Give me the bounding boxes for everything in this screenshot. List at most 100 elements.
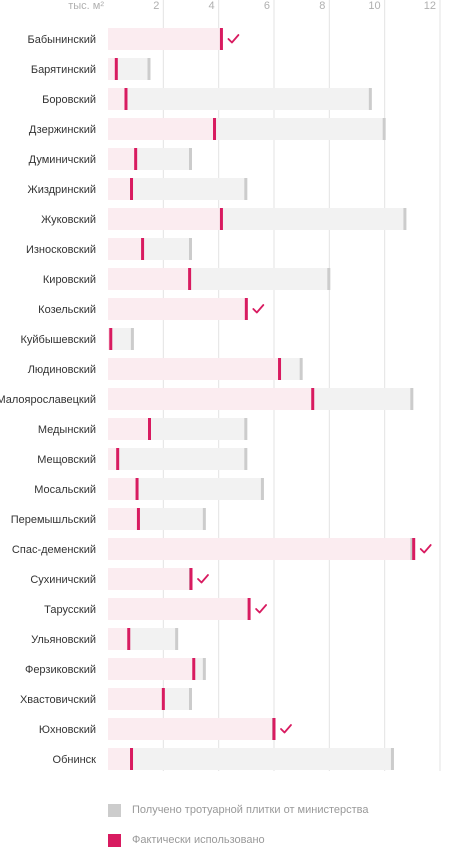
category-label: Жуковский [41, 214, 96, 226]
used-bar [108, 118, 215, 140]
received-marker [368, 88, 372, 110]
used-bar [108, 358, 280, 380]
used-bar [108, 238, 143, 260]
used-bar [108, 388, 313, 410]
received-marker [327, 268, 331, 290]
legend-label-used: Фактически использовано [132, 834, 265, 846]
used-marker [114, 58, 118, 80]
category-label: Ферзиковский [25, 664, 96, 676]
used-bar [108, 568, 191, 590]
received-marker [403, 208, 407, 230]
legend-item-received: Получено тротуарной плитки от министерст… [108, 800, 443, 820]
used-marker [219, 28, 223, 50]
category-label: Людиновский [28, 364, 96, 376]
used-marker [272, 718, 276, 740]
used-bar [108, 658, 194, 680]
used-bar [108, 718, 274, 740]
used-marker [192, 658, 196, 680]
legend: Получено тротуарной плитки от министерст… [108, 800, 443, 860]
used-marker [213, 118, 217, 140]
category-label: Бабынинский [28, 34, 96, 46]
used-marker [278, 358, 282, 380]
legend-label-received: Получено тротуарной плитки от министерст… [132, 804, 369, 816]
used-bar [108, 88, 126, 110]
used-bar [108, 148, 136, 170]
check-icon [419, 544, 432, 554]
received-bar [108, 178, 247, 200]
used-bar [108, 418, 150, 440]
used-marker [311, 388, 315, 410]
used-bar [108, 598, 250, 620]
category-label: Куйбышевский [20, 334, 96, 346]
received-marker [202, 658, 206, 680]
x-tick-label: 8 [319, 0, 325, 12]
check-icon [255, 604, 268, 614]
used-bar [108, 748, 132, 770]
received-bar [108, 448, 247, 470]
check-icon [280, 724, 292, 734]
bar-chart: 2 4 6 8 10 12 тыс. м² Бабынинский Барятинский Бор… [0, 0, 441, 771]
received-marker [299, 358, 303, 380]
x-tick-label: 12 [424, 0, 436, 12]
category-label: Спас-деменский [12, 544, 96, 556]
legend-item-used: Фактически использовано [108, 830, 443, 850]
category-label: Перемышльский [11, 514, 96, 526]
used-bar [108, 508, 139, 530]
category-label: Мещовский [37, 454, 96, 466]
used-marker [219, 208, 223, 230]
x-tick-label: 10 [368, 0, 380, 12]
received-marker [189, 688, 192, 710]
used-bar [108, 628, 129, 650]
used-marker [136, 508, 140, 530]
received-marker [130, 328, 134, 350]
used-bar [108, 208, 222, 230]
received-bar [108, 478, 263, 500]
category-label: Сухиничский [30, 574, 96, 586]
used-marker [127, 628, 131, 650]
check-icon [197, 574, 209, 584]
category-label: Тарусский [44, 604, 96, 616]
received-bar [108, 328, 133, 350]
category-label: Барятинский [31, 64, 96, 76]
received-bar [108, 748, 393, 770]
received-marker [189, 148, 192, 170]
received-marker [260, 478, 264, 500]
category-label: Малоярославецкий [0, 394, 96, 406]
category-label: Жиздринский [28, 184, 96, 196]
received-marker [390, 748, 394, 770]
received-marker [410, 538, 414, 560]
used-bar [108, 268, 190, 290]
used-bar [108, 298, 247, 320]
used-marker [148, 418, 151, 440]
category-label: Износковский [26, 244, 96, 256]
category-label: Боровский [42, 94, 96, 106]
received-bar [108, 58, 150, 80]
category-label: Медынский [38, 424, 96, 436]
received-marker [410, 388, 414, 410]
category-label: Кировский [43, 274, 96, 286]
used-marker [412, 538, 416, 560]
received-marker [175, 628, 179, 650]
received-marker [147, 58, 151, 80]
used-bar [108, 478, 138, 500]
used-marker [135, 478, 139, 500]
used-marker [244, 298, 248, 320]
received-marker [244, 418, 248, 440]
category-label: Думиничский [29, 154, 96, 166]
category-label: Дзержинский [29, 124, 96, 136]
used-marker [161, 688, 165, 710]
used-bar [108, 538, 414, 560]
category-label: Мосальский [34, 484, 96, 496]
used-marker [109, 328, 113, 350]
check-icon [227, 34, 240, 44]
x-tick-label: 2 [153, 0, 159, 12]
category-label: Хвастовичский [20, 694, 96, 706]
received-bar [108, 88, 371, 110]
used-bar [108, 448, 118, 470]
used-marker [124, 88, 128, 110]
used-marker [134, 148, 138, 170]
used-marker [116, 448, 120, 470]
legend-swatch-used [108, 833, 121, 847]
received-marker [382, 118, 386, 140]
used-bar [108, 688, 164, 710]
